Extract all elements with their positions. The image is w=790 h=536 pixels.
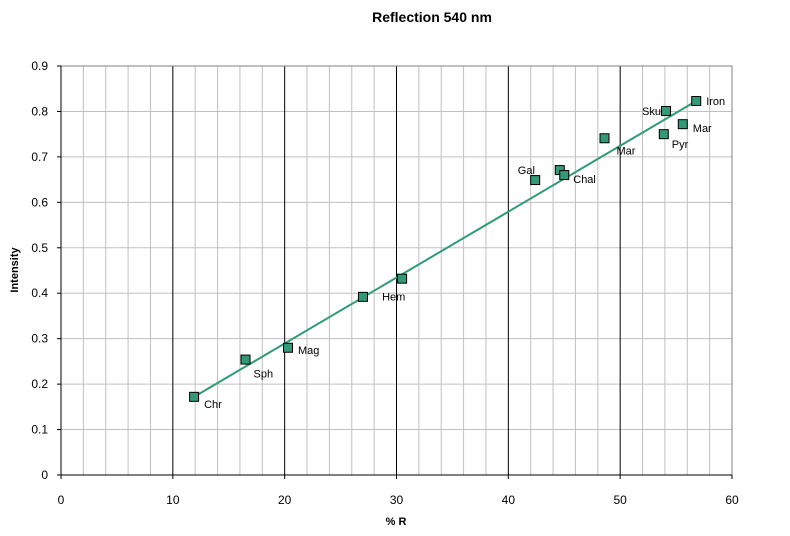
data-point-label: Mag — [298, 345, 319, 357]
y-tick-label: 0.1 — [31, 423, 48, 437]
grid — [60, 65, 733, 476]
x-tick-label: 40 — [502, 493, 516, 507]
data-point-label: Hem — [382, 292, 405, 304]
y-axis-title: Intensity — [9, 247, 21, 293]
data-point — [658, 129, 669, 140]
y-ticks: 0 0.1 0.2 0.3 0.4 0.5 0.6 0.7 0.8 0.9 — [31, 59, 61, 482]
x-tick-label: 10 — [166, 493, 180, 507]
data-point-label: Gal — [518, 165, 535, 177]
data-point-label: Pyr — [672, 139, 689, 151]
x-tick-label: 60 — [725, 493, 739, 507]
data-point — [661, 105, 672, 116]
point-labels-layer: Chr Sph Mag Hem Gal Chal Mar Pyr Sku Mar Iron — [204, 96, 725, 411]
y-tick-label: 0.9 — [31, 59, 48, 73]
data-point-label: Mar — [617, 145, 636, 157]
data-point — [599, 133, 610, 144]
trendline-layer — [193, 100, 697, 398]
data-point — [240, 354, 251, 365]
data-point — [397, 273, 408, 284]
y-tick-label: 0.8 — [31, 104, 48, 118]
trendline — [193, 100, 697, 398]
y-tick-label: 0.5 — [31, 241, 48, 255]
y-tick-label: 0.6 — [31, 195, 48, 209]
data-point — [677, 119, 688, 130]
y-tick-label: 0.4 — [31, 286, 48, 300]
y-tick-label: 0.2 — [31, 377, 48, 391]
data-point-label: Iron — [706, 96, 725, 108]
x-tick-label: 50 — [613, 493, 627, 507]
chart-title: Reflection 540 nm — [372, 9, 492, 25]
x-tick-label: 30 — [390, 493, 404, 507]
y-tick-label: 0.7 — [31, 150, 48, 164]
x-axis-title: % R — [386, 516, 407, 528]
data-point — [189, 391, 200, 402]
data-point-label: Chal — [573, 174, 596, 186]
data-point-label: Chr — [204, 399, 222, 411]
points-layer — [189, 95, 702, 402]
data-point-label: Sph — [254, 369, 274, 381]
y-tick-label: 0.3 — [31, 332, 48, 346]
x-ticks: 0 10 20 30 40 50 60 — [58, 475, 739, 507]
data-point-label: Sku — [642, 106, 661, 118]
data-point-label: Mar — [693, 123, 712, 135]
x-tick-label: 0 — [58, 493, 65, 507]
x-tick-label: 20 — [278, 493, 292, 507]
data-point — [283, 342, 294, 353]
data-point — [530, 175, 541, 186]
y-tick-label: 0 — [41, 468, 48, 482]
data-point — [691, 95, 702, 106]
data-point — [357, 291, 368, 302]
data-point — [559, 170, 570, 181]
